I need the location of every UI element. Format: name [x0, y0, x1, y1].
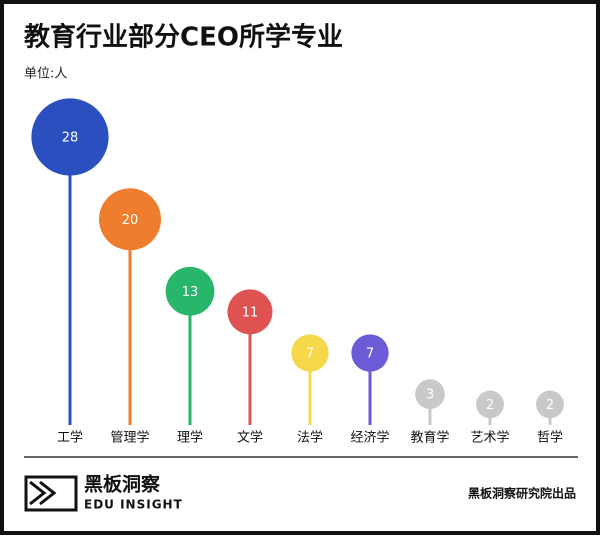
value-label: 7	[366, 347, 374, 362]
bubble	[536, 390, 564, 419]
bubble	[351, 334, 389, 372]
logo-sub: EDU INSIGHT	[84, 498, 183, 512]
logo-name: 黑板洞察	[84, 473, 161, 496]
value-label: 13	[182, 285, 199, 300]
x-tick-label: 管理学	[110, 430, 149, 446]
x-tick-label: 工学	[57, 430, 83, 446]
x-tick-label: 经济学	[350, 430, 389, 446]
value-label: 3	[426, 388, 434, 403]
bubble	[291, 334, 329, 372]
x-tick-label: 艺术学	[470, 430, 509, 446]
bubble	[31, 98, 109, 176]
value-label: 28	[62, 131, 79, 146]
bubble	[165, 266, 215, 316]
value-label: 11	[242, 305, 259, 320]
x-tick-label: 理学	[177, 430, 203, 446]
x-tick-label: 法学	[297, 430, 323, 446]
x-tick-label: 哲学	[537, 430, 563, 446]
value-label: 20	[122, 213, 139, 228]
value-label: 7	[306, 347, 314, 362]
bubble	[415, 379, 445, 409]
value-label: 2	[486, 398, 494, 413]
chart-title: 教育行业部分CEO所学专业	[24, 22, 343, 53]
bubble	[99, 188, 161, 251]
value-label: 2	[546, 398, 554, 413]
bubble	[227, 289, 273, 335]
bubble	[476, 390, 504, 419]
chart-subtitle: 单位:人	[24, 67, 67, 82]
source: 黑板洞察研究院出品	[468, 486, 576, 501]
logo-icon	[24, 475, 78, 512]
x-tick-label: 教育学	[410, 430, 449, 446]
x-tick-label: 文学	[237, 430, 263, 446]
